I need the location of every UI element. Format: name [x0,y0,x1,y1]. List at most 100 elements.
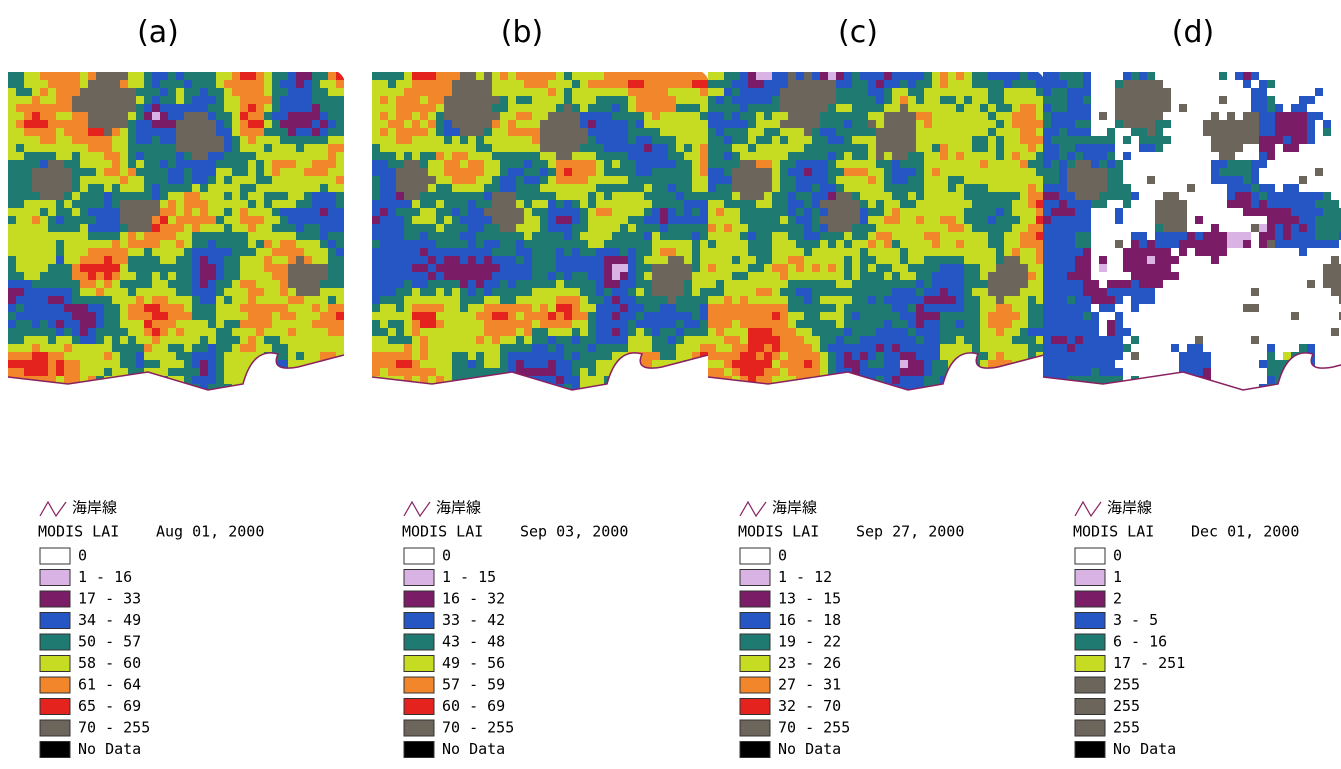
map-cell [844,160,852,168]
map-cell [192,216,200,224]
map-cell [484,144,492,152]
map-cell [556,336,564,344]
map-cell [956,304,964,312]
map-cell [484,248,492,256]
map-cell [588,232,596,240]
map-cell [548,336,556,344]
map-cell [852,264,860,272]
map-cell [56,104,64,112]
map-cell [328,80,336,88]
map-cell [980,280,988,288]
map-cell [732,104,740,112]
map-cell [468,72,476,80]
map-cell [588,264,596,272]
map-cell [184,320,192,328]
map-cell [908,112,916,120]
map-cell [88,184,96,192]
map-cell [764,232,772,240]
map-cell [168,296,176,304]
map-cell [900,288,908,296]
map-cell [740,336,748,344]
map-cell [436,344,444,352]
map-cell [628,176,636,184]
map-cell [240,72,248,80]
map-cell [168,312,176,320]
map-cell [16,224,24,232]
page: MODIS LAI maps {"panels": [ {"label": "(… [0,0,1341,769]
map-cell [948,96,956,104]
map-cell [144,216,152,224]
map-cell [740,312,748,320]
map-cell [128,248,136,256]
map-cell [232,216,240,224]
map-cell [380,128,388,136]
map-cell [644,72,652,80]
map-cell [56,176,64,184]
map-cell [1012,176,1020,184]
map-cell [540,232,548,240]
map-cell [956,272,964,280]
map-cell [428,192,436,200]
map-cell [556,296,564,304]
map-cell [388,208,396,216]
map-cell [184,208,192,216]
map-cell [740,304,748,312]
map-cell [1036,256,1044,264]
map-cell [732,120,740,128]
map-cell [208,344,216,352]
map-cell [88,264,96,272]
map-cell [764,168,772,176]
map-cell [200,288,208,296]
map-cell [80,144,88,152]
map-cell [80,248,88,256]
map-cell [288,104,296,112]
map-cell [336,80,344,88]
map-cell [336,296,344,304]
map-cell [580,312,588,320]
map-cell [708,112,716,120]
map-cell [780,144,788,152]
map-cell [240,224,248,232]
map-cell [120,296,128,304]
map-cell [572,312,580,320]
map-cell [500,264,508,272]
map-cell [636,200,644,208]
map-cell [684,240,692,248]
map-cell [772,280,780,288]
map-cell [772,152,780,160]
map-cell [452,120,460,128]
map-cell [152,152,160,160]
map-cell [168,232,176,240]
map-cell [64,288,72,296]
map-cell [420,208,428,216]
map-cell [804,344,812,352]
map-cell [676,184,684,192]
map-cell [372,304,380,312]
map-cell [412,256,420,264]
map-cell [676,152,684,160]
map-cell [112,224,120,232]
map-cell [396,176,404,184]
map-cell [788,96,796,104]
map-cell [764,352,772,360]
map-cell [564,240,572,248]
map-cell [540,288,548,296]
map-cell [388,144,396,152]
map-cell [772,136,780,144]
map-cell [184,200,192,208]
map-cell [980,264,988,272]
map-cell [580,288,588,296]
map-cell [732,288,740,296]
map-cell [748,344,756,352]
map-cell [240,304,248,312]
map-cell [136,272,144,280]
map-cell [908,304,916,312]
map-cell [24,264,32,272]
map-cell [948,176,956,184]
map-cell [476,184,484,192]
map-cell [956,224,964,232]
map-cell [844,176,852,184]
map-cell [900,152,908,160]
map-cell [708,352,716,360]
map-cell [844,168,852,176]
